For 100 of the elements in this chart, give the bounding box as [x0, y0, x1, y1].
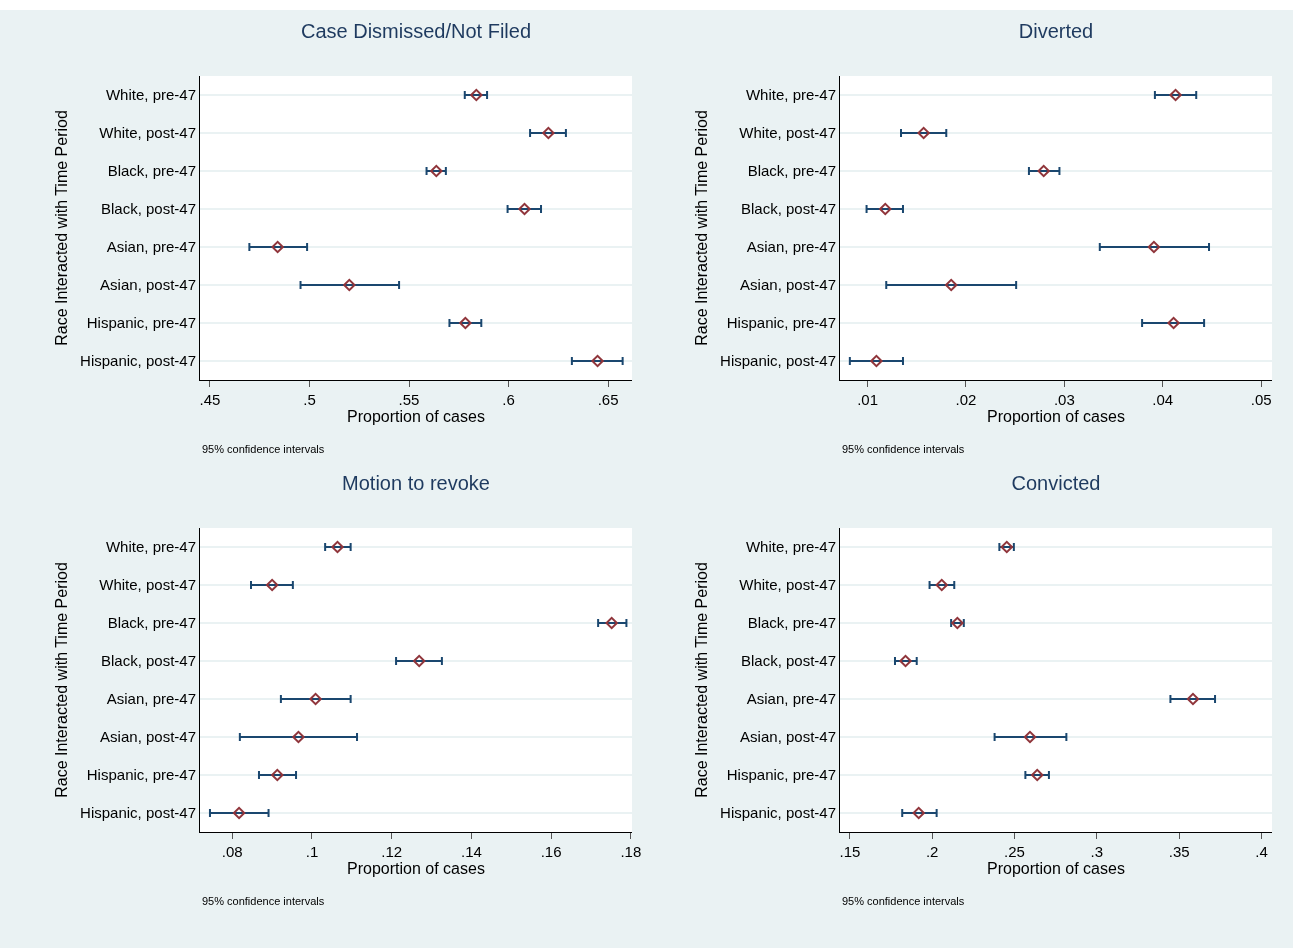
point	[232, 806, 246, 820]
point	[412, 654, 426, 668]
y-tick-label: Asian, pre-47	[746, 238, 836, 256]
y-tick-label: White, post-47	[99, 124, 196, 142]
x-tick-label: .01	[857, 391, 878, 408]
y-axis-title: Race Interacted with Time Period	[692, 562, 710, 798]
y-tick-label: Black, post-47	[100, 652, 196, 670]
x-axis-title: Proportion of cases	[347, 860, 485, 877]
y-tick-label: Asian, pre-47	[106, 690, 196, 708]
x-tick-label: .3	[1090, 843, 1104, 860]
chart-title: Motion to revoke	[342, 471, 490, 494]
x-tick-label: .08	[221, 843, 243, 860]
x-tick-label: .02	[955, 391, 977, 408]
point	[470, 88, 483, 102]
point	[1186, 692, 1200, 706]
y-tick-label: White, pre-47	[745, 538, 836, 556]
y-tick-label: Hispanic, post-47	[720, 804, 836, 822]
y-tick-label: Hispanic, post-47	[720, 352, 836, 370]
x-tick-label: .35	[1168, 843, 1190, 860]
point	[1023, 730, 1037, 744]
y-axis-title: Race Interacted with Time Period	[692, 110, 710, 346]
y-tick-label: Black, post-47	[740, 652, 836, 670]
y-tick-label: Hispanic, pre-47	[726, 766, 836, 784]
point	[1037, 164, 1050, 178]
x-axis-title: Proportion of cases	[347, 408, 485, 425]
x-tick-label: .6	[502, 391, 515, 408]
y-tick-label: Black, pre-47	[747, 614, 836, 632]
y-tick-label: White, pre-47	[105, 86, 196, 104]
x-tick-label: .2	[925, 843, 939, 860]
text: 95% confidence intervals	[842, 895, 965, 907]
point	[1031, 768, 1044, 782]
y-tick-label: White, post-47	[739, 576, 836, 594]
y-tick-label: White, post-47	[739, 124, 836, 142]
point	[1169, 88, 1182, 102]
point	[1147, 240, 1161, 254]
point	[870, 354, 883, 368]
x-tick-label: .65	[597, 391, 619, 408]
point	[459, 316, 472, 330]
x-tick-label: .12	[381, 843, 403, 860]
point	[935, 578, 948, 592]
chart-title: Case Dismissed/Not Filed	[300, 19, 532, 42]
x-tick-label: .25	[1004, 843, 1025, 860]
x-tick-label: .16	[540, 843, 562, 860]
point	[430, 164, 443, 178]
point	[542, 126, 555, 140]
x-tick-label: .1	[305, 843, 319, 860]
point	[331, 540, 344, 554]
point	[1167, 316, 1180, 330]
point	[518, 202, 531, 216]
x-tick-label: .05	[1250, 391, 1272, 408]
text: 95% confidence intervals	[842, 443, 965, 455]
x-axis-title: Proportion of cases	[987, 408, 1125, 425]
x-tick-label: .5	[303, 391, 316, 408]
y-tick-label: Asian, pre-47	[746, 690, 836, 708]
point	[343, 278, 356, 292]
x-tick-label: .04	[1152, 391, 1174, 408]
y-tick-label: Hispanic, post-47	[80, 804, 196, 822]
y-tick-label: Hispanic, pre-47	[726, 314, 836, 332]
y-tick-label: Black, pre-47	[107, 162, 196, 180]
point	[271, 240, 284, 254]
y-tick-label: Hispanic, pre-47	[86, 314, 196, 332]
x-tick-label: .45	[199, 391, 221, 408]
x-tick-label: .14	[460, 843, 482, 860]
point	[912, 806, 925, 820]
point	[591, 354, 604, 368]
y-tick-label: Asian, post-47	[100, 276, 196, 294]
x-tick-label: .03	[1053, 391, 1075, 408]
y-axis-title: Race Interacted with Time Period	[52, 562, 70, 798]
y-tick-label: Black, post-47	[740, 200, 836, 218]
y-tick-label: Hispanic, post-47	[80, 352, 196, 370]
point	[879, 202, 892, 216]
chart-title: Convicted	[1011, 471, 1101, 494]
point	[917, 126, 930, 140]
y-tick-label: Black, pre-47	[107, 614, 196, 632]
x-tick-label: .4	[1255, 843, 1268, 860]
y-tick-label: Asian, pre-47	[106, 238, 196, 256]
y-tick-label: Black, post-47	[100, 200, 196, 218]
text: 95% confidence intervals	[202, 895, 325, 907]
text: 95% confidence intervals	[202, 443, 325, 455]
y-tick-label: Asian, post-47	[740, 728, 836, 746]
y-tick-label: White, pre-47	[105, 538, 196, 556]
chart-title: Diverted	[1018, 19, 1094, 42]
point	[945, 278, 958, 292]
x-tick-label: .15	[839, 843, 861, 860]
point	[309, 692, 322, 706]
y-tick-label: White, pre-47	[745, 86, 836, 104]
y-tick-label: Asian, post-47	[740, 276, 836, 294]
point	[265, 578, 279, 592]
y-tick-label: Asian, post-47	[100, 728, 196, 746]
point	[899, 654, 912, 668]
point	[271, 768, 284, 782]
x-tick-label: .18	[620, 843, 642, 860]
y-tick-label: White, post-47	[99, 576, 196, 594]
y-tick-label: Hispanic, pre-47	[86, 766, 196, 784]
y-tick-label: Black, pre-47	[747, 162, 836, 180]
point	[605, 616, 618, 630]
x-axis-title: Proportion of cases	[987, 860, 1125, 877]
x-tick-label: .55	[398, 391, 420, 408]
point	[292, 730, 305, 744]
y-axis-title: Race Interacted with Time Period	[52, 110, 70, 346]
